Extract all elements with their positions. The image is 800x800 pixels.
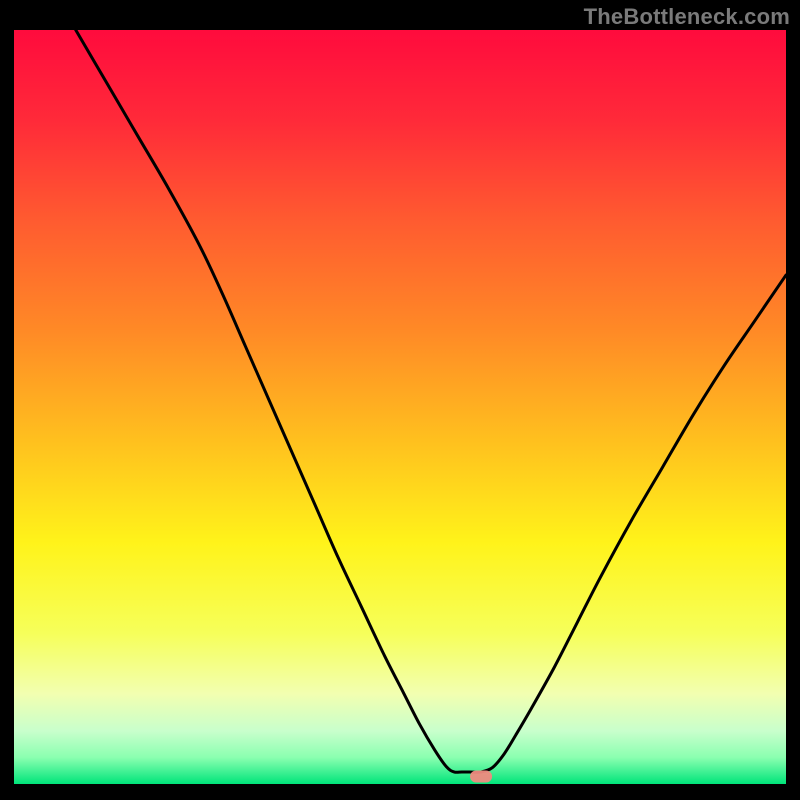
watermark-label: TheBottleneck.com [584, 4, 790, 30]
chart-container: TheBottleneck.com [0, 0, 800, 800]
bottleneck-chart [0, 0, 800, 800]
optimum-marker [470, 770, 492, 782]
plot-background [14, 30, 786, 784]
